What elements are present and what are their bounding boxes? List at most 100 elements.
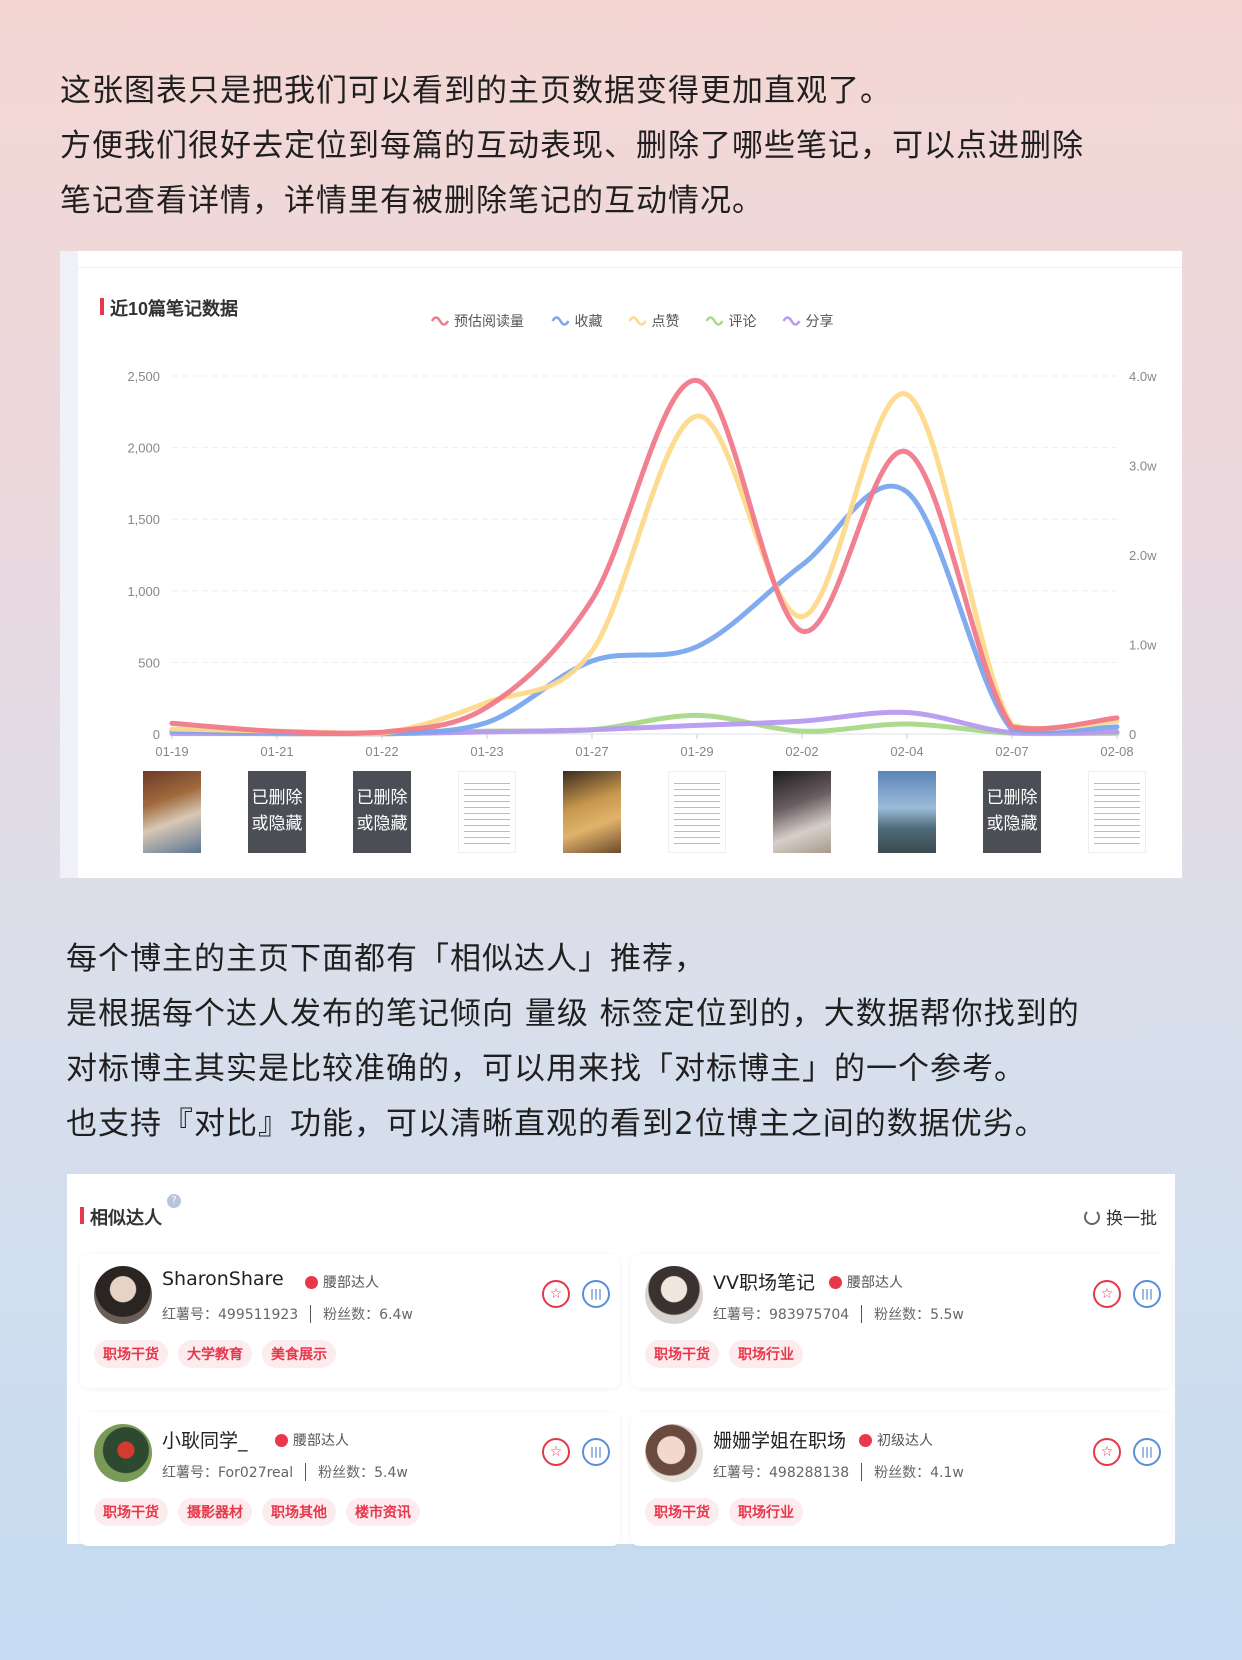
tag[interactable]: 楼市资讯 <box>346 1498 420 1526</box>
fans-count: 粉丝数：6.4w <box>323 1307 413 1323</box>
creator-name[interactable]: VV职场笔记 <box>713 1272 815 1294</box>
legend-label: 分享 <box>806 313 834 329</box>
intro2-line: 对标博主其实是比较准确的，可以用来找「对标博主」的一个参考。 <box>66 1051 1026 1087</box>
y-left-tick-label: 0 <box>153 727 160 742</box>
note-thumbnail[interactable] <box>458 771 516 853</box>
deleted-label: 已删除 <box>356 788 408 808</box>
creator-level: 腰部达人 <box>275 1430 349 1450</box>
creator-name[interactable]: SharonShare <box>162 1268 284 1290</box>
creator-level: 腰部达人 <box>829 1272 903 1292</box>
intro2-line: 每个博主的主页下面都有「相似达人」推荐， <box>66 941 706 977</box>
deleted-label: 已删除 <box>251 788 303 808</box>
note-thumbnail[interactable] <box>878 771 936 853</box>
creator-card[interactable]: SharonShare 腰部达人 红薯号：499511923 粉丝数：6.4w 职… <box>80 1254 620 1388</box>
fans-count: 粉丝数：5.4w <box>318 1465 408 1481</box>
deleted-label: 或隐藏 <box>986 814 1038 834</box>
refresh-label: 换一批 <box>1106 1209 1157 1229</box>
creator-meta: 红薯号：498288138 粉丝数：4.1w <box>713 1462 964 1482</box>
tag[interactable]: 职场干货 <box>645 1340 719 1368</box>
red-id: 红薯号：983975704 <box>713 1307 850 1323</box>
creator-meta: 红薯号：983975704 粉丝数：5.5w <box>713 1304 964 1324</box>
level-badge-icon <box>859 1434 872 1447</box>
y-left-tick-label: 2,500 <box>127 369 160 384</box>
level-label: 腰部达人 <box>323 1275 379 1291</box>
red-id: 红薯号：498288138 <box>713 1465 850 1481</box>
x-tick-label: 02-02 <box>785 744 818 759</box>
creator-card[interactable]: 姗姗学姐在职场 初级达人 红薯号：498288138 粉丝数：4.1w 职场干货职… <box>631 1412 1171 1546</box>
creator-card[interactable]: VV职场笔记 腰部达人 红薯号：983975704 粉丝数：5.5w 职场干货 职场… <box>631 1254 1171 1388</box>
x-tick-label: 01-23 <box>470 744 503 759</box>
series-line <box>169 391 1120 736</box>
x-tick-label: 01-27 <box>575 744 608 759</box>
tag[interactable]: 职场干货 <box>94 1498 168 1526</box>
avatar <box>94 1424 152 1482</box>
intro2-line: 也支持『对比』功能，可以清晰直观的看到2位博主之间的数据优劣。 <box>66 1106 1047 1142</box>
compare-icon[interactable]: ||| <box>1133 1280 1161 1308</box>
fans-count: 粉丝数：4.1w <box>874 1465 964 1481</box>
tag[interactable]: 职场行业 <box>729 1498 803 1526</box>
x-tick-label: 01-21 <box>260 744 293 759</box>
compare-icon[interactable]: ||| <box>582 1438 610 1466</box>
y-left-tick-label: 2,000 <box>127 441 160 456</box>
red-id: 红薯号：499511923 <box>162 1307 299 1323</box>
note-thumbnail[interactable] <box>1088 771 1146 853</box>
series-line <box>169 377 1120 736</box>
note-thumbnail[interactable] <box>668 771 726 853</box>
creator-level: 初级达人 <box>859 1430 933 1450</box>
favorite-star-icon[interactable]: ☆ <box>542 1438 570 1466</box>
level-badge-icon <box>275 1434 288 1447</box>
legend-label: 预估阅读量 <box>454 313 524 329</box>
tag-list: 职场干货 职场行业 <box>645 1340 813 1368</box>
compare-icon[interactable]: ||| <box>582 1280 610 1308</box>
intro-line: 笔记查看详情，详情里有被删除笔记的互动情况。 <box>60 183 764 219</box>
legend-swatch-icon <box>705 316 724 326</box>
tag[interactable]: 职场行业 <box>729 1340 803 1368</box>
creator-meta: 红薯号：For027real 粉丝数：5.4w <box>162 1462 408 1482</box>
level-label: 腰部达人 <box>847 1275 903 1291</box>
y-right-tick-label: 1.0w <box>1129 638 1157 653</box>
legend-swatch-icon <box>430 316 450 326</box>
note-thumbnail[interactable] <box>143 771 201 853</box>
favorite-star-icon[interactable]: ☆ <box>1093 1280 1121 1308</box>
x-tick-label: 01-19 <box>155 744 188 759</box>
fans-count: 粉丝数：5.5w <box>874 1307 964 1323</box>
intro-line: 这张图表只是把我们可以看到的主页数据变得更加直观了。 <box>60 73 892 109</box>
level-badge-icon <box>305 1276 318 1289</box>
tag-list: 职场干货 摄影器材 职场其他 楼市资讯 <box>94 1498 430 1526</box>
tag[interactable]: 职场其他 <box>262 1498 336 1526</box>
tag[interactable]: 摄影器材 <box>178 1498 252 1526</box>
favorite-star-icon[interactable]: ☆ <box>1093 1438 1121 1466</box>
tag[interactable]: 美食展示 <box>262 1340 336 1368</box>
y-right-tick-label: 4.0w <box>1129 369 1157 384</box>
tag[interactable]: 职场干货 <box>645 1498 719 1526</box>
notes-chart-panel: 近10篇笔记数据 0 500 1,000 1,500 2,000 2,500 0 1.0w 2.… <box>60 251 1182 878</box>
creator-meta: 红薯号：499511923 粉丝数：6.4w <box>162 1304 413 1324</box>
x-tick-label: 02-08 <box>1100 744 1133 759</box>
creator-name[interactable]: 小耿同学_ <box>162 1430 248 1452</box>
legend-label: 收藏 <box>575 313 603 329</box>
note-thumbnail[interactable] <box>563 771 621 853</box>
y-right-tick-label: 0 <box>1129 727 1136 742</box>
creator-card[interactable]: 小耿同学_ 腰部达人 红薯号：For027real 粉丝数：5.4w 职场干货 摄影… <box>80 1412 620 1546</box>
legend-label: 点赞 <box>652 313 680 329</box>
y-left-tick-label: 1,000 <box>127 584 160 599</box>
legend-swatch-icon <box>628 316 647 326</box>
intro2-line: 是根据每个达人发布的笔记倾向 量级 标签定位到的，大数据帮你找到的 <box>66 996 1080 1032</box>
refresh-icon <box>1084 1209 1100 1225</box>
compare-icon[interactable]: ||| <box>1133 1438 1161 1466</box>
note-thumbnail[interactable] <box>773 771 831 853</box>
level-label: 初级达人 <box>877 1433 933 1449</box>
chart-title: 近10篇笔记数据 <box>99 295 238 321</box>
favorite-star-icon[interactable]: ☆ <box>542 1280 570 1308</box>
notes-line-chart: 0 500 1,000 1,500 2,000 2,500 0 1.0w 2.0w 3.0w 4.0… <box>127 313 1157 759</box>
deleted-note-thumbnail[interactable]: 已删除 或隐藏 <box>248 771 306 853</box>
legend-swatch-icon <box>551 316 570 326</box>
deleted-note-thumbnail[interactable]: 已删除 或隐藏 <box>983 771 1041 853</box>
help-icon[interactable]: ? <box>167 1194 181 1208</box>
avatar <box>645 1266 703 1324</box>
creator-name[interactable]: 姗姗学姐在职场 <box>713 1430 847 1452</box>
tag[interactable]: 职场干货 <box>94 1340 168 1368</box>
refresh-button[interactable]: 换一批 <box>1084 1204 1157 1229</box>
deleted-note-thumbnail[interactable]: 已删除 或隐藏 <box>353 771 411 853</box>
tag[interactable]: 大学教育 <box>178 1340 252 1368</box>
